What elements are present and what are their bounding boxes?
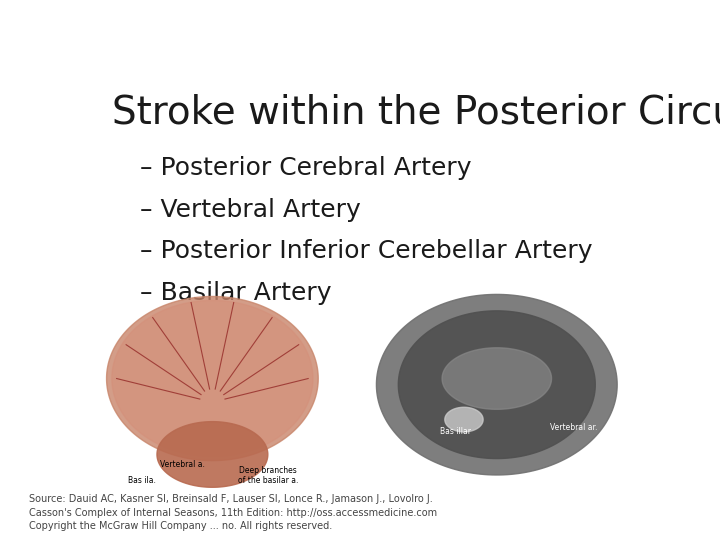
Text: Casson's Complex of Internal Seasons, 11th Edition: http://oss.accessmedicine.co: Casson's Complex of Internal Seasons, 11… [29,508,437,518]
Text: – Vertebral Artery: – Vertebral Artery [140,198,361,222]
Text: Bas illar: Bas illar [440,427,472,436]
Polygon shape [442,348,552,409]
Text: Bas ila.: Bas ila. [128,476,156,485]
Text: Deep branches
of the basilar a.: Deep branches of the basilar a. [238,466,298,485]
Text: Stroke within the Posterior Circulation: Stroke within the Posterior Circulation [112,94,720,132]
Text: – Posterior Inferior Cerebellar Artery: – Posterior Inferior Cerebellar Artery [140,239,593,264]
Text: – Posterior Cerebral Artery: – Posterior Cerebral Artery [140,156,472,180]
Polygon shape [445,407,483,432]
Polygon shape [157,422,268,487]
Text: Source: Dauid AC, Kasner SI, Breinsald F, Lauser SI, Lonce R., Jamason J., Lovol: Source: Dauid AC, Kasner SI, Breinsald F… [29,494,433,504]
Text: Copyright the McGraw Hill Company ... no. All rights reserved.: Copyright the McGraw Hill Company ... no… [29,521,332,531]
Polygon shape [107,296,318,461]
Text: Vertebral a.: Vertebral a. [160,460,204,469]
Polygon shape [377,294,617,475]
Polygon shape [398,311,595,458]
Polygon shape [112,300,313,456]
Text: – Basilar Artery: – Basilar Artery [140,281,332,305]
Text: Vertebral ar.: Vertebral ar. [550,423,597,432]
